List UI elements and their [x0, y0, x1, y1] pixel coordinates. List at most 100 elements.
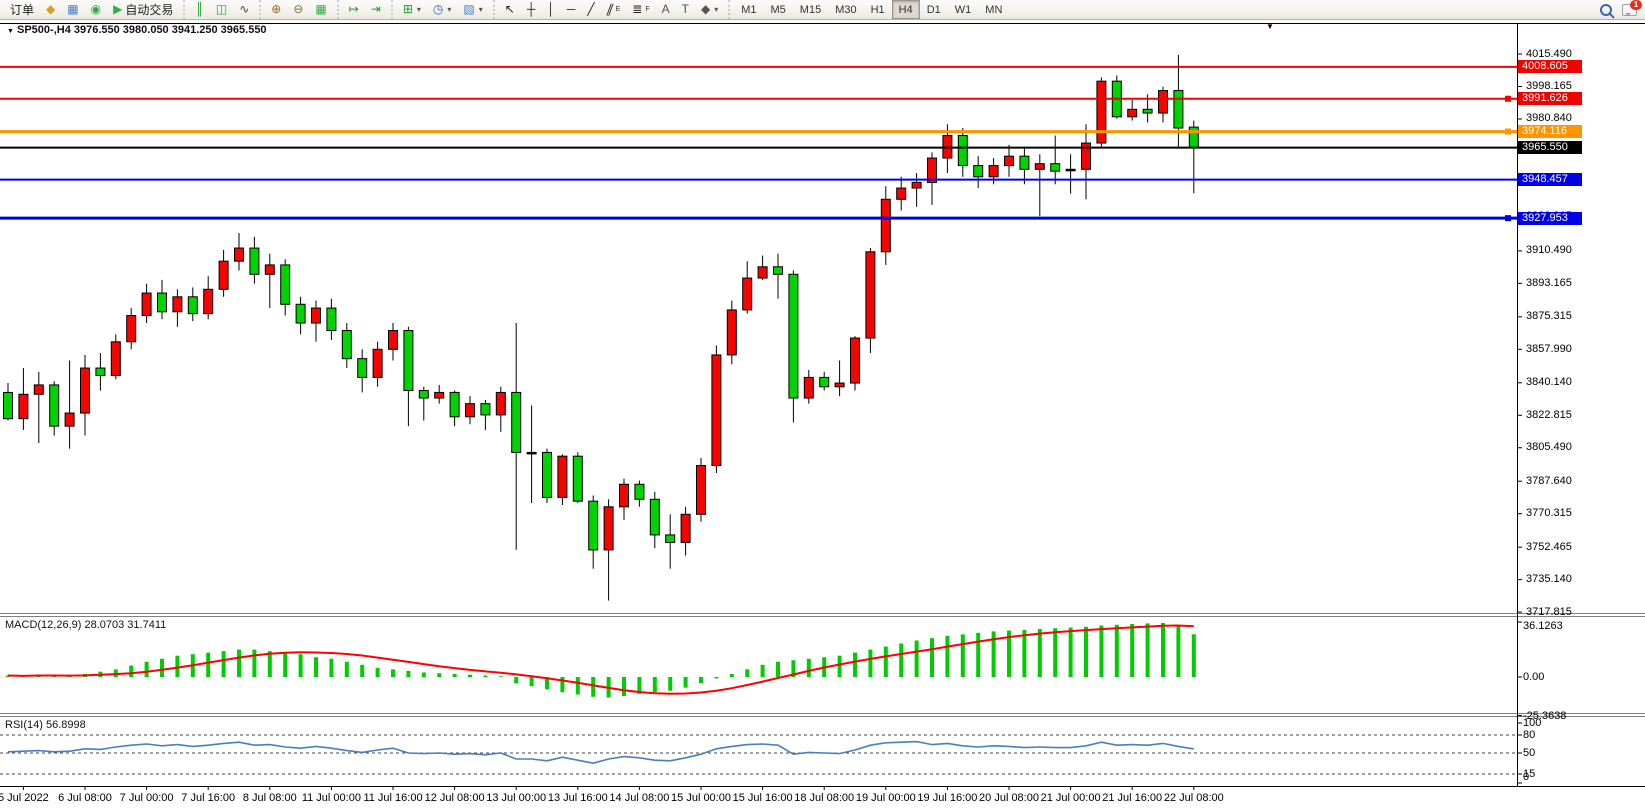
crosshair-icon: ┼ — [526, 2, 536, 16]
price-line-badge: 3948.457 — [1518, 173, 1582, 187]
market-watch-icon[interactable]: ▦ — [61, 0, 84, 19]
text-icon[interactable]: A — [656, 0, 676, 19]
horizontal-lines-layer — [0, 65, 1517, 222]
timeframe-button-m30[interactable]: M30 — [835, 3, 857, 16]
vertical-line-icon[interactable]: │ — [541, 0, 561, 19]
time-tick-label: 8 Jul 08:00 — [242, 792, 297, 804]
bar-chart-icon[interactable]: ║ — [189, 0, 210, 19]
toolbar-group-timeframes: M1 M5 M15 M30 H1 H4 D1 W1 MN — [728, 0, 1013, 19]
price-line-badge: 3965.550 — [1518, 141, 1582, 155]
time-tick-label: 14 Jul 08:00 — [609, 792, 670, 804]
time-tick-label: 19 Jul 00:00 — [855, 792, 916, 804]
time-tick-label: 6 Jul 08:00 — [58, 792, 112, 804]
price-line-badge: 3927.953 — [1518, 211, 1582, 225]
price-tick-label: 3998.165 — [1526, 79, 1572, 92]
rsi-layer — [0, 734, 1517, 775]
dropdown-caret-icon[interactable]: ▾ — [478, 5, 483, 14]
cursor-icon[interactable]: ↖ — [499, 0, 521, 19]
price-tick-label: 4015.490 — [1526, 47, 1572, 60]
timeframe-button-h4[interactable]: H4 — [891, 0, 920, 19]
shapes-icon: ◆ — [700, 2, 711, 16]
autotrading-button[interactable]: ▶ 自动交易 — [107, 0, 179, 19]
fibonacci-icon[interactable]: ≣ F — [626, 0, 655, 19]
timeframe-button-m5[interactable]: M5 — [770, 3, 786, 16]
rsi-axis-label: 15 — [1523, 768, 1536, 780]
new-order-button[interactable]: 订单 — [4, 0, 40, 19]
time-tick-label: 21 Jul 16:00 — [1102, 792, 1163, 804]
notification-badge: 1 — [1630, 0, 1642, 10]
timeframe-button-d1[interactable]: D1 — [926, 3, 941, 16]
rsi-indicator-label: RSI(14) 56.8998 — [5, 719, 86, 731]
chart-shift-icon[interactable]: ⇥ — [365, 0, 387, 19]
vertical-line-icon: │ — [547, 2, 555, 16]
time-tick-label: 15 Jul 00:00 — [671, 792, 731, 804]
shapes-icon[interactable]: ◆ ▾ — [695, 0, 724, 19]
macd-axis-label: 36.1263 — [1523, 620, 1563, 633]
signals-icon[interactable]: ◉ — [85, 0, 107, 19]
time-tick-label: 7 Jul 16:00 — [181, 792, 236, 804]
price-tick-label: 3893.165 — [1526, 276, 1572, 289]
candlestick-chart-icon: ◫ — [215, 2, 228, 16]
price-tick-label: 3875.315 — [1526, 310, 1572, 323]
toolbar-group-drawing-tools: ↖ ┼ │ ─ ╱ ∥ E ≣ F A T ◆ ▾ — [492, 0, 728, 19]
new-order-button-label: 订单 — [10, 3, 35, 17]
toolbar-group-zoom: ⊕ ⊖ ▦ — [259, 0, 336, 19]
channel-icon: ∥ — [604, 2, 616, 16]
add-indicator-icon: ⊞ — [402, 2, 413, 16]
dropdown-caret-icon[interactable]: ▾ — [714, 5, 719, 14]
chart-shift-marker-icon[interactable]: ▼ — [1266, 22, 1274, 31]
axis-ticks-layer — [22, 53, 1522, 790]
gold-icon[interactable]: ◆ — [40, 0, 61, 19]
tile-windows-icon[interactable]: ▦ — [309, 0, 332, 19]
channel-icon-sub: E — [615, 6, 621, 13]
trendline-icon[interactable]: ╱ — [581, 0, 600, 19]
zoom-in-icon: ⊕ — [271, 2, 282, 16]
add-indicator-icon[interactable]: ⊞ ▾ — [397, 0, 427, 19]
text-label-icon[interactable]: T — [676, 0, 695, 19]
timeframe-button-w1[interactable]: W1 — [954, 3, 972, 16]
time-tick-label: 18 Jul 08:00 — [794, 792, 855, 804]
channel-icon[interactable]: ∥ E — [601, 0, 627, 19]
time-tick-label: 12 Jul 08:00 — [424, 792, 485, 804]
price-tick-label: 3822.815 — [1526, 408, 1572, 421]
dropdown-caret-icon[interactable]: ▾ — [416, 5, 421, 14]
symbol-dropdown-icon[interactable]: ▼ — [7, 28, 14, 35]
macd-layer — [6, 622, 1196, 698]
dropdown-caret-icon[interactable]: ▾ — [447, 5, 452, 14]
auto-scroll-icon[interactable]: ↦ — [343, 0, 365, 19]
candlestick-chart-icon[interactable]: ◫ — [210, 0, 233, 19]
chart-shift-icon: ⇥ — [370, 2, 381, 16]
rsi-axis-label: 50 — [1523, 747, 1536, 759]
timeframe-button-m15[interactable]: M15 — [799, 3, 822, 16]
price-tick-label: 3735.140 — [1526, 573, 1572, 586]
timeframe-button-m1[interactable]: M1 — [741, 3, 757, 16]
timeframe-button-h1[interactable]: H1 — [870, 3, 885, 16]
time-tick-label: 15 Jul 16:00 — [732, 792, 793, 804]
templates-icon[interactable]: ▧ ▾ — [457, 0, 488, 19]
price-tick-label: 3910.490 — [1526, 244, 1572, 257]
horizontal-line-icon[interactable]: ─ — [561, 0, 582, 19]
rsi-axis-label: 80 — [1523, 729, 1536, 741]
crosshair-icon[interactable]: ┼ — [521, 0, 542, 19]
cursor-icon: ↖ — [504, 2, 515, 16]
fibonacci-icon: ≣ — [632, 2, 643, 16]
price-line-badge: 3974.116 — [1518, 125, 1582, 139]
time-tick-label: 13 Jul 00:00 — [486, 792, 547, 804]
period-clock-icon[interactable]: ◷ ▾ — [427, 0, 458, 19]
zoom-in-icon[interactable]: ⊕ — [265, 0, 287, 19]
price-tick-label: 3770.315 — [1526, 507, 1572, 520]
price-line-badge: 4008.605 — [1518, 60, 1582, 74]
time-tick-label: 7 Jul 00:00 — [119, 792, 174, 804]
autotrading-button-label: 自动交易 — [125, 3, 174, 17]
timeframe-button-mn[interactable]: MN — [985, 3, 1003, 16]
line-chart-icon[interactable]: ∿ — [233, 0, 255, 19]
text-label-icon: T — [681, 2, 689, 16]
time-tick-label: 19 Jul 16:00 — [917, 792, 978, 804]
zoom-out-icon[interactable]: ⊖ — [287, 0, 309, 19]
horizontal-line-icon: ─ — [566, 2, 576, 16]
search-icon[interactable] — [1600, 3, 1612, 16]
time-tick-label: 22 Jul 08:00 — [1163, 792, 1224, 804]
notifications-icon[interactable]: 1 — [1622, 0, 1642, 16]
